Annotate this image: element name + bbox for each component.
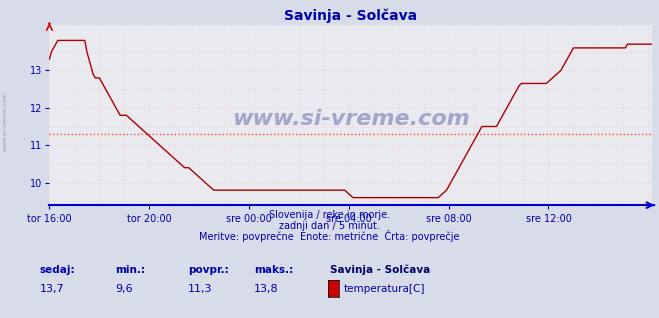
Text: zadnji dan / 5 minut.: zadnji dan / 5 minut. xyxy=(279,221,380,231)
Text: povpr.:: povpr.: xyxy=(188,265,229,275)
Title: Savinja - Solčava: Savinja - Solčava xyxy=(284,8,418,23)
Text: temperatura[C]: temperatura[C] xyxy=(344,284,426,294)
Text: maks.:: maks.: xyxy=(254,265,293,275)
Text: sedaj:: sedaj: xyxy=(40,265,75,275)
Text: www.si-vreme.com: www.si-vreme.com xyxy=(232,109,470,129)
Text: min.:: min.: xyxy=(115,265,146,275)
Text: Meritve: povprečne  Enote: metrične  Črta: povprečje: Meritve: povprečne Enote: metrične Črta:… xyxy=(199,230,460,242)
Text: Slovenija / reke in morje.: Slovenija / reke in morje. xyxy=(269,210,390,220)
Text: Savinja - Solčava: Savinja - Solčava xyxy=(330,265,430,275)
Text: 13,7: 13,7 xyxy=(40,284,64,294)
Text: 9,6: 9,6 xyxy=(115,284,133,294)
Text: 13,8: 13,8 xyxy=(254,284,278,294)
Text: 11,3: 11,3 xyxy=(188,284,212,294)
Text: www.si-vreme.com: www.si-vreme.com xyxy=(3,91,8,151)
